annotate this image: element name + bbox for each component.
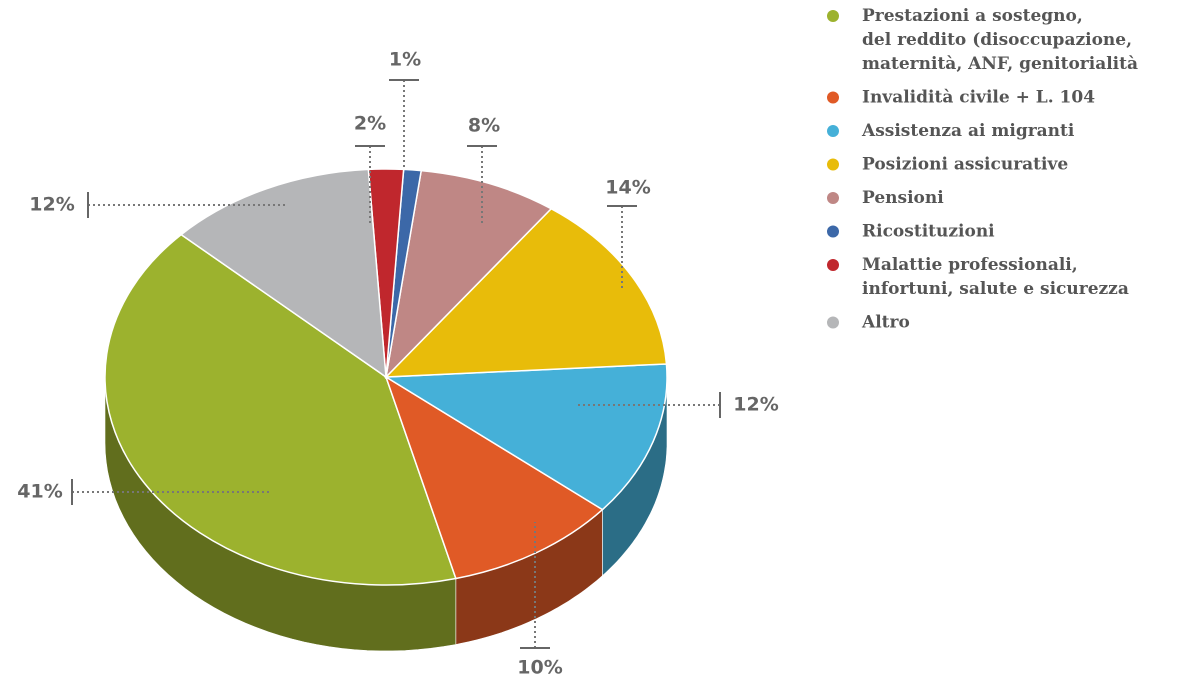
legend-label: Invalidità civile + L. 104 [862, 88, 1095, 108]
legend-label: Posizioni assicurative [862, 155, 1068, 175]
data-label: 2% [354, 113, 386, 135]
legend: Prestazioni a sostegno, del reddito (diso… [827, 6, 1138, 333]
legend-label: Altro [861, 313, 910, 333]
data-label: 8% [468, 115, 500, 137]
slice [384, 169, 553, 380]
slice [104, 233, 457, 586]
data-label: 14% [605, 177, 650, 199]
legend-label: Malattie professionali, infortuni, salute… [862, 255, 1129, 299]
legend-marker [827, 192, 839, 204]
data-label: 10% [517, 657, 562, 679]
slice [383, 363, 668, 511]
data-labels: 41% 10% 12% 14% 8% 1% 2% 12% [17, 49, 778, 679]
legend-label: Pensioni [862, 188, 944, 208]
legend-marker [827, 91, 839, 104]
legend-label: Assistenza ai migranti [861, 121, 1075, 141]
legend-label: Ricostituzioni [862, 222, 995, 242]
legend-marker [827, 316, 839, 329]
legend-marker [827, 125, 839, 137]
data-label: 41% [17, 481, 62, 503]
pie-sides [104, 376, 668, 652]
slice [179, 168, 387, 379]
legend-label: Prestazioni a sostegno, del reddito (diso… [862, 6, 1138, 74]
pie-tops [104, 168, 668, 586]
data-label: 1% [389, 49, 421, 71]
legend-marker [827, 259, 839, 271]
slice [384, 207, 668, 378]
legend-marker [827, 10, 839, 22]
legend-marker [827, 225, 839, 238]
legend-marker [827, 158, 839, 171]
data-label: 12% [733, 394, 778, 416]
slice [384, 375, 604, 580]
data-label: 12% [29, 194, 74, 216]
